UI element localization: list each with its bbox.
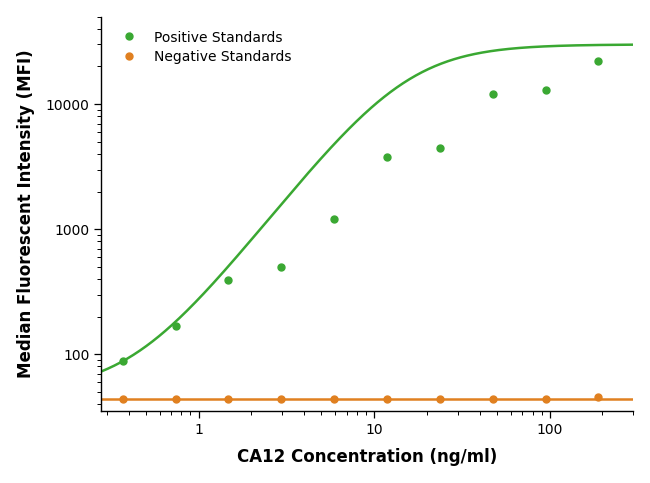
Negative Standards xyxy=(383,396,391,402)
Positive Standards xyxy=(330,216,338,222)
Positive Standards xyxy=(383,154,391,159)
Negative Standards xyxy=(595,394,603,399)
Negative Standards xyxy=(541,396,549,402)
Positive Standards xyxy=(541,87,549,93)
Negative Standards xyxy=(119,396,127,402)
Positive Standards xyxy=(436,144,444,150)
Y-axis label: Median Fluorescent Intensity (MFI): Median Fluorescent Intensity (MFI) xyxy=(17,50,34,378)
Negative Standards xyxy=(436,396,444,402)
Negative Standards xyxy=(489,396,497,402)
Positive Standards xyxy=(119,358,127,364)
X-axis label: CA12 Concentration (ng/ml): CA12 Concentration (ng/ml) xyxy=(237,448,497,466)
Line: Positive Standards: Positive Standards xyxy=(119,58,602,365)
Negative Standards xyxy=(330,396,338,402)
Positive Standards xyxy=(224,278,232,284)
Positive Standards xyxy=(489,91,497,97)
Positive Standards xyxy=(172,323,179,328)
Negative Standards xyxy=(224,396,232,402)
Positive Standards xyxy=(595,58,603,64)
Negative Standards xyxy=(172,396,179,402)
Positive Standards xyxy=(278,264,285,270)
Line: Negative Standards: Negative Standards xyxy=(119,393,602,402)
Legend: Positive Standards, Negative Standards: Positive Standards, Negative Standards xyxy=(109,24,299,71)
Negative Standards xyxy=(278,396,285,402)
